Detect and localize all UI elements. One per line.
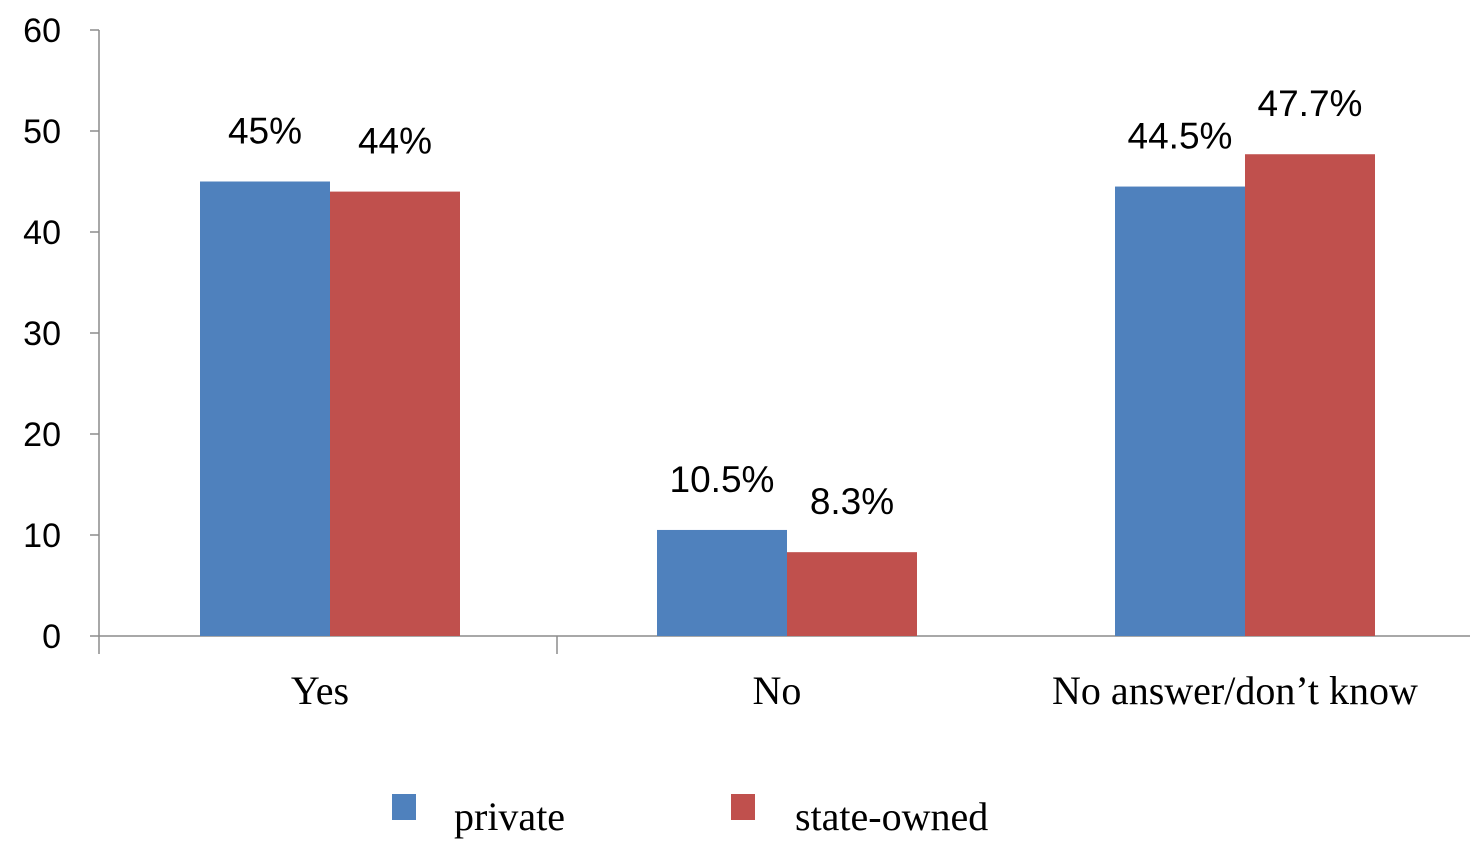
data-label-private-0: 45% <box>228 111 302 152</box>
bar-state-owned-1 <box>787 552 917 636</box>
data-label-private-1: 10.5% <box>670 459 775 500</box>
legend-label: private <box>454 794 565 839</box>
category-labels: Yes No No answer/don’t know <box>291 668 1418 713</box>
data-label-state-owned-2: 47.7% <box>1258 83 1363 124</box>
data-label-state-owned-1: 8.3% <box>810 481 894 522</box>
bar-private-0 <box>200 181 330 636</box>
bar-state-owned-2 <box>1245 154 1375 637</box>
legend: private state-owned <box>392 794 988 839</box>
data-labels: 45% 44% 10.5% 8.3% 44.5% 47.7% <box>228 83 1362 522</box>
legend-label: state-owned <box>795 794 988 839</box>
legend-item-state-owned: state-owned <box>731 794 988 839</box>
y-tick-label: 60 <box>23 12 61 50</box>
bar-private-1 <box>657 529 787 636</box>
y-tick-label: 50 <box>23 113 61 151</box>
bars <box>200 154 1375 637</box>
bar-state-owned-0 <box>330 191 460 636</box>
legend-swatch <box>731 794 755 820</box>
category-label: No answer/don’t know <box>1052 668 1418 713</box>
y-tick-label: 10 <box>23 517 61 555</box>
y-axis: 0 10 20 30 40 50 60 <box>23 12 100 656</box>
legend-swatch <box>392 794 416 820</box>
y-tick-label: 40 <box>23 214 61 252</box>
category-label: No <box>753 668 802 713</box>
y-tick-label: 20 <box>23 416 61 454</box>
bar-private-2 <box>1115 186 1245 637</box>
x-axis <box>98 635 1470 654</box>
data-label-state-owned-0: 44% <box>358 121 432 162</box>
y-tick-label: 0 <box>42 618 61 656</box>
data-label-private-2: 44.5% <box>1128 116 1233 157</box>
legend-item-private: private <box>392 794 565 839</box>
y-tick-label: 30 <box>23 315 61 353</box>
category-label: Yes <box>291 668 349 713</box>
